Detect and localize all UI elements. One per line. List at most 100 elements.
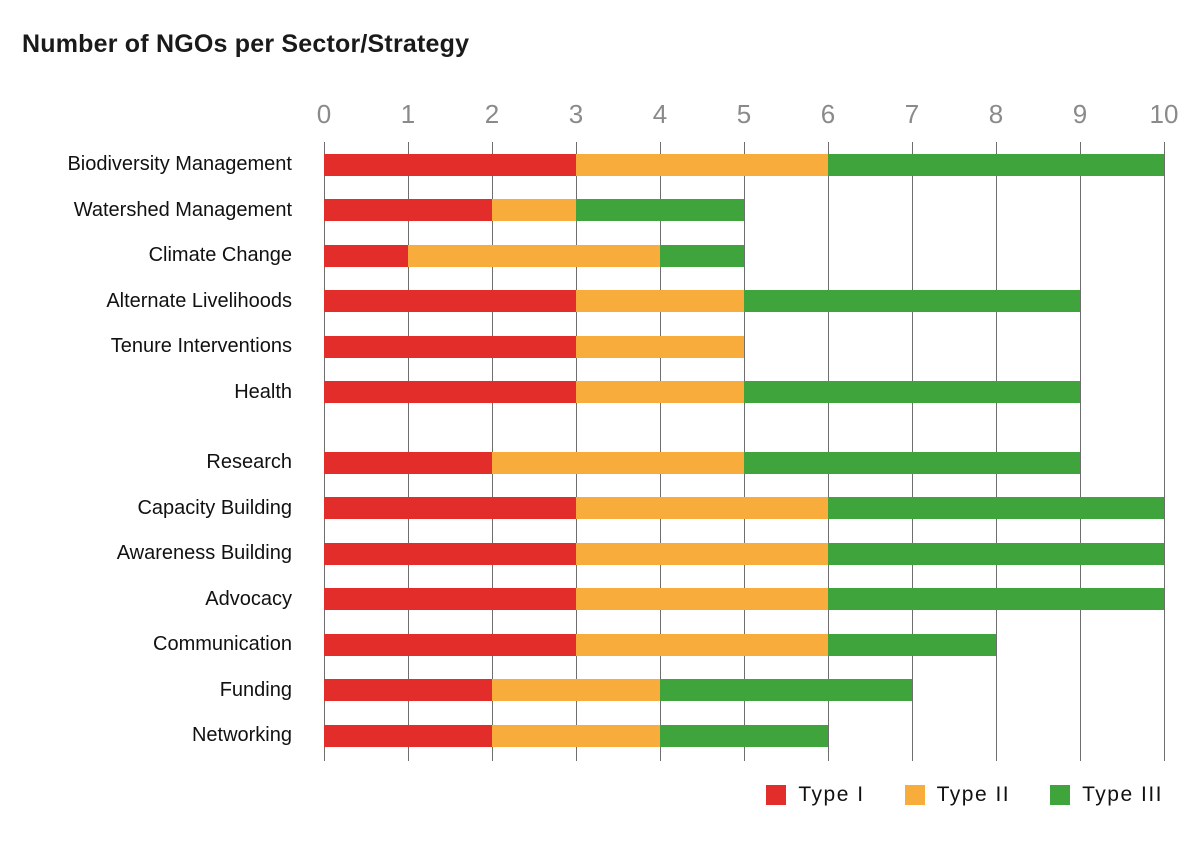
bar-segment-type-ii xyxy=(576,542,828,565)
bar-segment-type-iii xyxy=(576,199,744,222)
legend-swatch-type-iii xyxy=(1050,785,1071,805)
bar-segment-type-ii xyxy=(576,290,744,313)
category-label-advocacy: Advocacy xyxy=(205,587,292,610)
bar-row-watershed-management xyxy=(324,188,1165,234)
bar-segment-type-i xyxy=(324,381,576,404)
bar-segment-type-i xyxy=(324,451,492,474)
bar-segment-type-i xyxy=(324,290,576,313)
category-label-capacity-building: Capacity Building xyxy=(137,496,292,519)
bar-segment-type-ii xyxy=(492,451,744,474)
x-tick-label: 8 xyxy=(988,99,1004,129)
bar-segment-type-i xyxy=(324,153,576,176)
bar-row-awareness-building xyxy=(324,531,1165,577)
bar-row-communication xyxy=(324,622,1165,668)
bar-segment-type-i xyxy=(324,633,576,656)
bar-segment-type-iii xyxy=(744,290,1080,313)
chart-title: Number of NGOs per Sector/Strategy xyxy=(22,30,470,58)
legend-label: Type I xyxy=(798,783,865,806)
group-gap xyxy=(324,415,1165,440)
gridline xyxy=(912,142,913,761)
legend-swatch-type-ii xyxy=(904,785,925,805)
bar-row-networking xyxy=(324,713,1165,759)
gridline xyxy=(660,142,661,761)
bar-row-capacity-building xyxy=(324,486,1165,532)
bar-segment-type-i xyxy=(324,244,408,267)
legend-label: Type II xyxy=(936,783,1011,806)
x-tick-label: 1 xyxy=(400,99,416,129)
bar-segment-type-ii xyxy=(492,199,576,222)
x-tick-label: 6 xyxy=(820,99,836,129)
category-label-research: Research xyxy=(206,451,292,474)
x-axis: 0 1 2 3 4 5 6 7 8 9 10 xyxy=(317,99,1179,131)
bar-segment-type-iii xyxy=(744,451,1080,474)
x-tick-label: 5 xyxy=(736,99,752,129)
bar-row-biodiversity-management xyxy=(324,142,1165,188)
bar-row-funding xyxy=(324,668,1165,714)
bar-segment-type-ii xyxy=(492,724,660,747)
bar-row-alternate-livelihoods xyxy=(324,279,1165,325)
x-tick-label: 2 xyxy=(484,99,500,129)
category-label-biodiversity-management: Biodiversity Management xyxy=(67,153,292,176)
bar-row-climate-change xyxy=(324,233,1165,279)
bar-segment-type-iii xyxy=(744,381,1080,404)
x-tick-label: 9 xyxy=(1072,99,1088,129)
legend-label: Type III xyxy=(1082,783,1163,806)
legend-swatch-type-i xyxy=(766,785,787,805)
bar-row-health xyxy=(324,370,1165,416)
category-label-networking: Networking xyxy=(191,724,292,747)
bar-segment-type-ii xyxy=(576,588,828,611)
grid xyxy=(324,142,1165,761)
bar-segment-type-ii xyxy=(576,497,828,520)
gridline xyxy=(828,142,829,761)
gridline xyxy=(492,142,493,761)
bar-segment-type-iii xyxy=(828,542,1164,565)
bar-segment-type-ii xyxy=(576,335,744,358)
legend: Type I Type II Type III xyxy=(766,783,1163,807)
gridline xyxy=(1164,142,1165,761)
bar-segment-type-i xyxy=(324,542,576,565)
x-tick-label: 0 xyxy=(316,99,332,129)
bar-segment-type-i xyxy=(324,679,492,702)
gridline xyxy=(576,142,577,761)
bar-segment-type-iii xyxy=(828,633,996,656)
category-label-watershed-management: Watershed Management xyxy=(73,198,292,221)
x-tick-label: 3 xyxy=(568,99,584,129)
bar-segment-type-iii xyxy=(828,497,1164,520)
category-axis: Biodiversity Management Watershed Managem… xyxy=(0,142,292,759)
category-label-climate-change: Climate Change xyxy=(148,244,292,267)
bar-segment-type-iii xyxy=(828,588,1164,611)
x-tick-label: 7 xyxy=(904,99,920,129)
bar-segment-type-ii xyxy=(576,381,744,404)
legend-item-type-iii: Type III xyxy=(1050,783,1163,807)
category-label-funding: Funding xyxy=(219,678,292,701)
category-label-communication: Communication xyxy=(153,633,292,656)
gridline xyxy=(324,142,325,761)
category-label-alternate-livelihoods: Alternate Livelihoods xyxy=(106,289,292,312)
plot-area xyxy=(324,142,1165,759)
bar-segment-type-iii xyxy=(660,679,912,702)
x-tick-label: 10 xyxy=(1149,99,1179,129)
gridline xyxy=(744,142,745,761)
bar-segment-type-i xyxy=(324,497,576,520)
bar-segment-type-iii xyxy=(660,724,828,747)
bar-row-research xyxy=(324,440,1165,486)
gridline xyxy=(408,142,409,761)
bar-segment-type-iii xyxy=(828,153,1164,176)
gridline xyxy=(996,142,997,761)
bar-row-advocacy xyxy=(324,577,1165,623)
bar-segment-type-ii xyxy=(408,244,660,267)
group-gap xyxy=(0,415,292,440)
category-label-awareness-building: Awareness Building xyxy=(116,542,292,565)
category-label-tenure-interventions: Tenure Interventions xyxy=(110,335,292,358)
legend-item-type-ii: Type II xyxy=(904,783,1011,807)
legend-item-type-i: Type I xyxy=(766,783,864,807)
bar-segment-type-i xyxy=(324,199,492,222)
category-label-health: Health xyxy=(234,380,292,403)
bar-segment-type-i xyxy=(324,724,492,747)
bar-segment-type-i xyxy=(324,588,576,611)
bar-segment-type-i xyxy=(324,335,576,358)
bar-segment-type-ii xyxy=(576,633,828,656)
bar-segment-type-ii xyxy=(576,153,828,176)
bar-segment-type-iii xyxy=(660,244,744,267)
